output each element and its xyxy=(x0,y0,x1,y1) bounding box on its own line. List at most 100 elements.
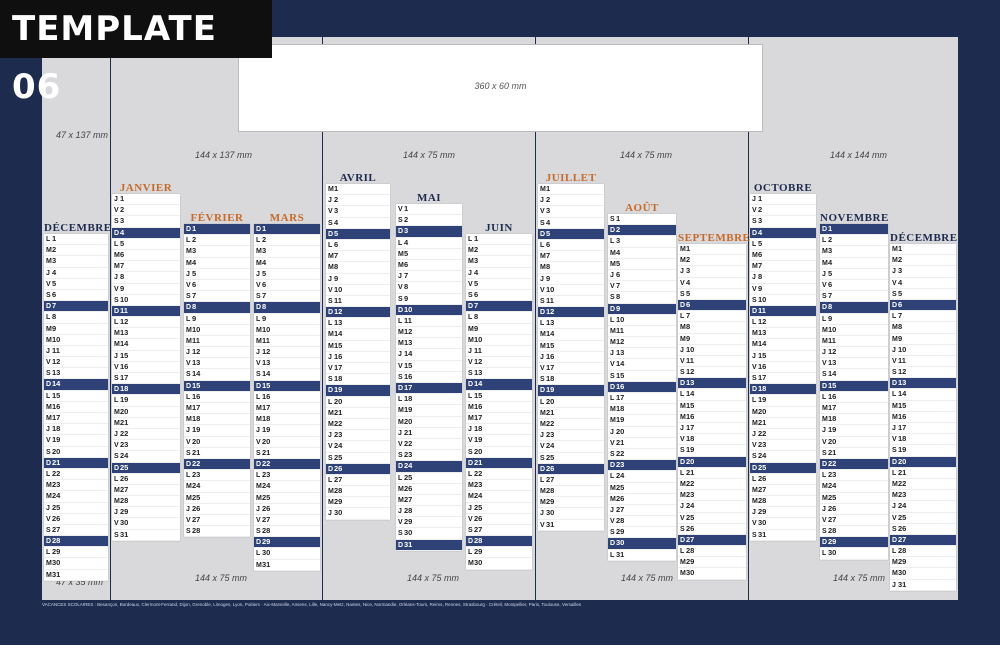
day-row: V19 xyxy=(466,435,532,447)
day-row: J 23 xyxy=(326,430,390,442)
day-row: S25 xyxy=(326,453,390,464)
day-row: M24 xyxy=(820,481,888,493)
day-row: S4 xyxy=(326,218,390,229)
day-row: S21 xyxy=(184,448,250,459)
day-row: M11 xyxy=(184,336,250,348)
logo-placeholder[interactable]: 360 x 60 mm xyxy=(238,44,763,132)
day-row: M17 xyxy=(184,403,250,415)
day-row: M13 xyxy=(750,328,816,340)
day-row: M21 xyxy=(750,418,816,429)
day-row: D6 xyxy=(678,299,746,312)
day-row: S27 xyxy=(44,525,108,537)
day-row: L 22 xyxy=(44,469,108,481)
day-row: S22 xyxy=(608,449,676,461)
day-row: M7 xyxy=(112,261,180,273)
day-row: L 16 xyxy=(254,392,320,403)
month-title: MARS xyxy=(269,212,305,224)
day-row: J 25 xyxy=(466,503,532,514)
day-row: M24 xyxy=(44,491,108,503)
month-column: M1 M2 J 3 V4 S5 D6 L 7 M8 M9 J 10 V11 S12 D13 L 14 M15 M16 J… xyxy=(678,244,746,580)
month-column: D1 L 2 M3 M4 J 5 V6 S7 D8 L 9 M10 M11 J 12 V13 S14 D15 L 16 M… xyxy=(254,224,320,571)
day-row: M9 xyxy=(44,324,108,335)
day-row: M28 xyxy=(538,486,604,498)
day-row: S18 xyxy=(538,374,604,386)
day-row: J 18 xyxy=(44,424,108,436)
day-row: D20 xyxy=(890,456,956,468)
day-row: M11 xyxy=(254,336,320,348)
day-row: L 16 xyxy=(820,392,888,403)
day-row: V11 xyxy=(890,356,956,368)
day-row: S6 xyxy=(466,290,532,302)
dimension-label: 144 x 144 mm xyxy=(830,150,888,160)
day-row: V6 xyxy=(254,280,320,292)
day-row: J 16 xyxy=(538,352,604,363)
day-row: M6 xyxy=(396,260,462,272)
day-row: D9 xyxy=(608,303,676,315)
day-row: L 23 xyxy=(254,470,320,482)
day-row: M18 xyxy=(820,414,888,426)
day-row: V20 xyxy=(254,437,320,448)
day-row: D6 xyxy=(890,299,956,312)
day-row: D15 xyxy=(184,380,250,392)
dimension-label: 144 x 75 mm xyxy=(621,573,674,583)
day-row: L 25 xyxy=(396,473,462,484)
logo-dimension-label: 360 x 60 mm xyxy=(474,81,527,91)
month-column: L 1 M2 M3 J 4 V5 S6 D7 L 8 M9 M10 J 11 V12 S13 D14 L 15 M16 M… xyxy=(44,234,108,581)
day-row: M26 xyxy=(396,484,462,495)
day-row: V4 xyxy=(678,278,746,289)
day-row: M31 xyxy=(254,560,320,571)
day-row: M5 xyxy=(396,249,462,260)
day-row: M22 xyxy=(890,479,956,491)
day-row: M30 xyxy=(44,558,108,570)
day-row: M16 xyxy=(890,412,956,423)
day-row: M3 xyxy=(820,246,888,258)
day-row: J 30 xyxy=(538,508,604,520)
day-row: V9 xyxy=(112,284,180,295)
day-row: D22 xyxy=(254,458,320,471)
day-row: D10 xyxy=(396,304,462,316)
day-row: S21 xyxy=(820,448,888,459)
day-row: M20 xyxy=(396,417,462,428)
day-row: L 18 xyxy=(396,394,462,406)
day-row: V13 xyxy=(254,358,320,370)
day-row: M23 xyxy=(466,480,532,492)
day-row: S19 xyxy=(890,445,956,457)
dimension-label: 144 x 75 mm xyxy=(195,573,248,583)
day-row: V30 xyxy=(750,518,816,530)
day-row: M9 xyxy=(466,324,532,335)
day-row: M28 xyxy=(326,486,390,498)
day-row: J 13 xyxy=(608,348,676,360)
day-row: J 28 xyxy=(396,506,462,518)
day-row: D25 xyxy=(750,462,816,474)
month-title: AOÛT xyxy=(625,202,659,214)
day-row: M2 xyxy=(678,255,746,267)
day-row: S26 xyxy=(890,524,956,535)
day-row: D2 xyxy=(608,225,676,237)
day-row: J 25 xyxy=(44,503,108,514)
day-row: S3 xyxy=(112,216,180,228)
day-row: D20 xyxy=(678,456,746,468)
day-row: V21 xyxy=(608,438,676,449)
day-row: S14 xyxy=(820,369,888,381)
month-title: JUIN xyxy=(485,222,513,234)
day-row: S12 xyxy=(678,367,746,379)
day-row: V29 xyxy=(396,517,462,529)
day-row: M22 xyxy=(678,479,746,491)
day-row: S7 xyxy=(184,291,250,303)
day-row: D28 xyxy=(466,536,532,548)
day-row: M8 xyxy=(538,262,604,274)
day-row: V6 xyxy=(820,280,888,292)
day-row: V27 xyxy=(820,515,888,527)
day-row: J 11 xyxy=(466,346,532,358)
day-row: J 24 xyxy=(890,501,956,513)
day-row: S14 xyxy=(184,369,250,381)
day-row: L 24 xyxy=(608,471,676,483)
day-row: M21 xyxy=(112,418,180,429)
day-row: S9 xyxy=(396,294,462,305)
